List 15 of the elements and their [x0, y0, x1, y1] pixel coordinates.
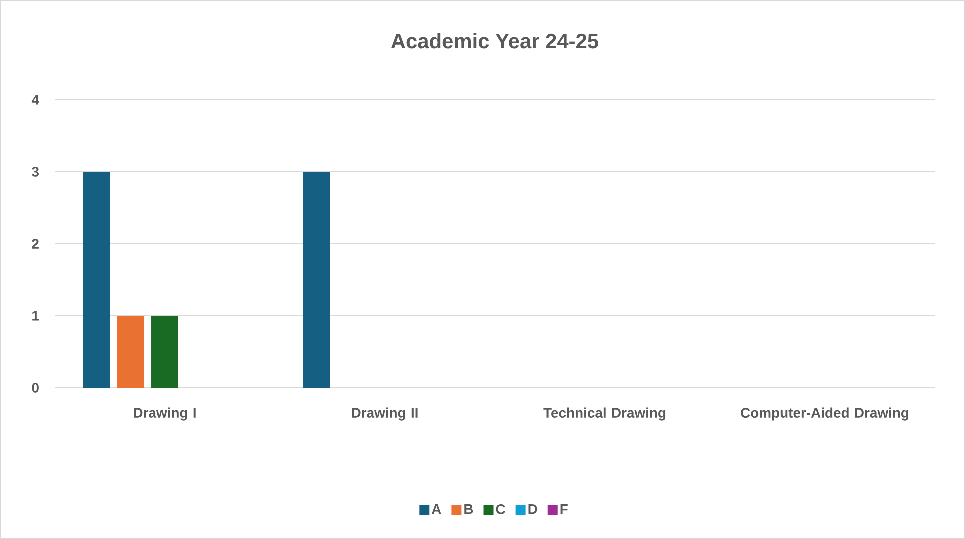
x-tick-label: Drawing II [352, 408, 418, 421]
x-tick-label: Drawing I [134, 408, 196, 421]
y-tick-label: 0 [32, 383, 39, 393]
y-tick-label: 4 [32, 95, 40, 105]
y-tick-label: 2 [32, 239, 39, 249]
x-tick-label: Computer-Aided Drawing [741, 408, 909, 421]
chart-title: Academic Year 24-25 [391, 33, 598, 49]
legend-label: D [528, 504, 538, 514]
legend-label: C [496, 504, 506, 514]
legend-label: A [432, 504, 442, 514]
y-tick-label: 3 [32, 167, 39, 177]
y-tick-label: 1 [32, 311, 40, 321]
x-tick-label: Technical Drawing [544, 408, 666, 421]
legend-label: F [560, 504, 568, 514]
legend-label: B [464, 504, 474, 514]
